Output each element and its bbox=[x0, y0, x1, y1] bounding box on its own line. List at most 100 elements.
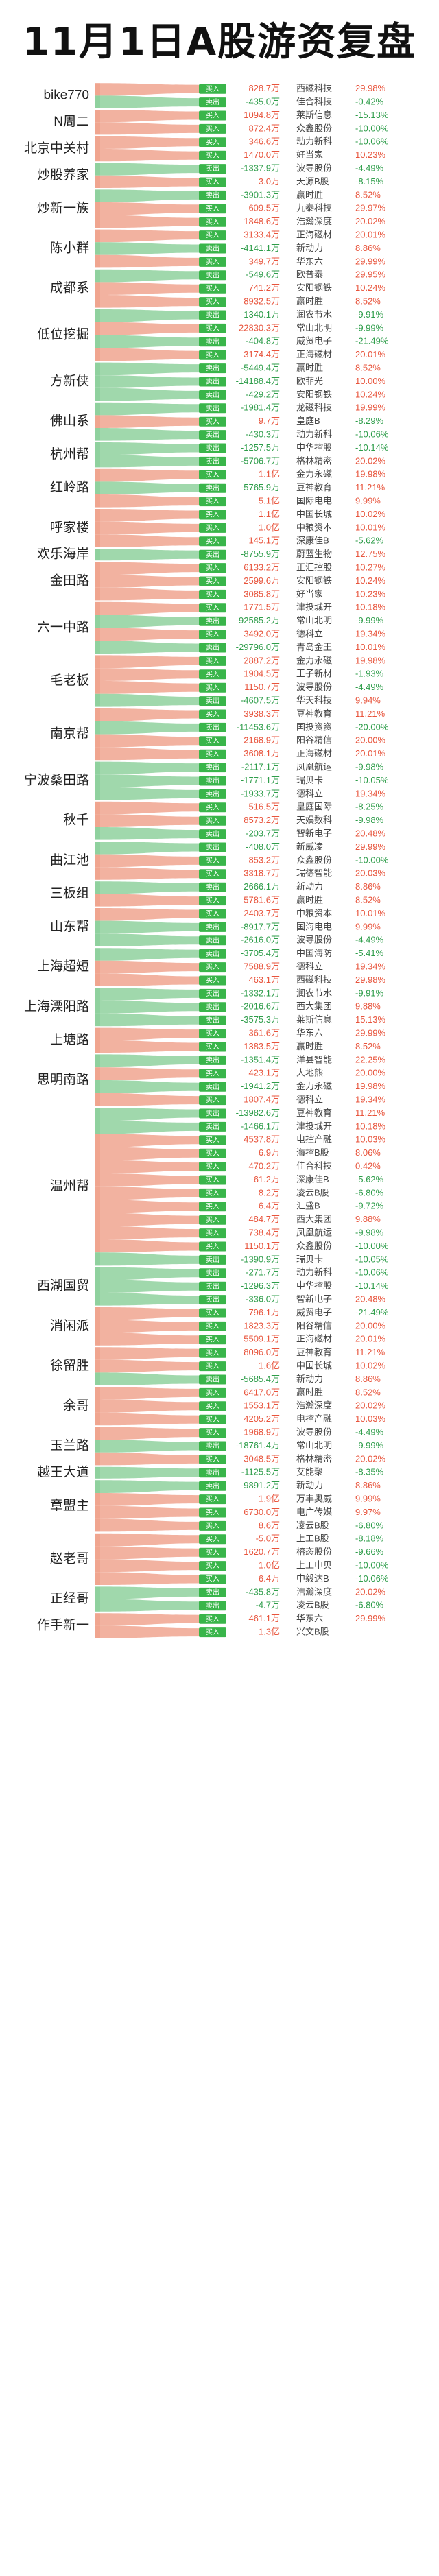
stock-change-pct: -9.99% bbox=[355, 1440, 384, 1451]
flow-link bbox=[100, 481, 199, 494]
seat-node-segment bbox=[95, 1213, 100, 1226]
seat-node-segment bbox=[95, 1001, 100, 1014]
seat-node-segment bbox=[95, 1427, 100, 1440]
flow-link bbox=[100, 1387, 199, 1400]
stock-change-pct: 8.86% bbox=[355, 881, 381, 892]
flow-tag-label: 买入 bbox=[206, 178, 220, 187]
flow-value: 3938.3万 bbox=[244, 708, 280, 719]
flow-tag-label: 买入 bbox=[206, 1495, 220, 1503]
flow-link bbox=[100, 242, 199, 255]
flow-link bbox=[100, 1586, 199, 1599]
flow-link bbox=[100, 309, 199, 322]
flow-link bbox=[100, 1226, 199, 1239]
stock-change-pct: -4.49% bbox=[355, 682, 384, 692]
flow-link bbox=[100, 1173, 199, 1187]
stock-change-pct: -5.41% bbox=[355, 948, 384, 958]
flow-tag-label: 买入 bbox=[206, 1243, 220, 1251]
flow-link bbox=[100, 1121, 199, 1134]
seat-node-segment bbox=[95, 534, 100, 547]
flow-tag bbox=[199, 1374, 226, 1385]
stock-name: 榕态股份 bbox=[296, 1547, 332, 1557]
flow-value: -5706.7万 bbox=[241, 455, 280, 466]
flow-tag-label: 买入 bbox=[206, 870, 220, 878]
flow-link bbox=[100, 908, 199, 921]
seat-label: 曲江池 bbox=[50, 852, 89, 868]
flow-link bbox=[100, 1027, 199, 1040]
flow-link bbox=[100, 229, 199, 243]
stock-change-pct: -9.99% bbox=[355, 615, 384, 625]
seat-node-segment bbox=[95, 948, 100, 961]
flow-value: -5.0万 bbox=[256, 1534, 280, 1544]
seat-node-segment bbox=[95, 269, 100, 283]
seat-label: bike770 bbox=[43, 88, 89, 102]
flow-tag-label: 买入 bbox=[206, 524, 220, 532]
flow-value: 3174.4万 bbox=[244, 349, 280, 359]
stock-change-pct: 8.06% bbox=[355, 1147, 381, 1158]
stock-name: 好当家 bbox=[296, 588, 323, 599]
stock-name: 皇庭B bbox=[296, 416, 320, 426]
stock-name: 中国长城 bbox=[296, 1361, 332, 1371]
stock-change-pct: -21.49% bbox=[355, 1307, 389, 1317]
seat-node-segment bbox=[95, 575, 100, 588]
flow-tag bbox=[199, 815, 226, 826]
seat-node-segment bbox=[95, 122, 100, 135]
seat-label: 玉兰路 bbox=[50, 1438, 89, 1453]
flow-link bbox=[100, 774, 199, 787]
flow-tag-label: 卖出 bbox=[206, 550, 220, 559]
flow-tag-label: 买入 bbox=[206, 324, 220, 333]
flow-tag bbox=[199, 257, 226, 267]
seat-node-segment bbox=[95, 867, 100, 880]
flow-link bbox=[100, 175, 199, 188]
flow-link bbox=[100, 494, 199, 508]
flow-tag-label: 买入 bbox=[206, 1229, 220, 1237]
stock-change-pct: 20.00% bbox=[355, 1068, 386, 1078]
stock-change-pct: 20.00% bbox=[355, 1320, 386, 1331]
flow-value: 1383.5万 bbox=[244, 1041, 280, 1051]
flow-tag-label: 卖出 bbox=[206, 723, 220, 732]
flow-link bbox=[100, 549, 199, 561]
flow-tag-label: 买入 bbox=[206, 896, 220, 905]
flow-link bbox=[100, 615, 199, 628]
seat-label: 佛山系 bbox=[50, 414, 89, 429]
stock-change-pct: 8.86% bbox=[355, 1480, 381, 1490]
flow-value: 1968.9万 bbox=[244, 1427, 280, 1438]
flow-tag bbox=[199, 190, 226, 200]
stock-name: 瑞德智能 bbox=[296, 868, 332, 879]
seat-node-segment bbox=[95, 615, 100, 628]
stock-name: 深康佳B bbox=[296, 536, 329, 546]
flow-link bbox=[100, 681, 199, 694]
flow-link bbox=[100, 295, 199, 308]
stock-change-pct: -21.49% bbox=[355, 336, 389, 346]
flow-value: 484.7万 bbox=[248, 1214, 280, 1224]
flow-link bbox=[100, 842, 199, 855]
seat-node-segment bbox=[95, 801, 100, 815]
flow-tag bbox=[199, 855, 226, 866]
stock-change-pct: -9.99% bbox=[355, 322, 384, 333]
seat-label: 上海溧阳路 bbox=[24, 999, 89, 1014]
stock-change-pct: -10.14% bbox=[355, 442, 389, 453]
flow-value: 1904.5万 bbox=[244, 669, 280, 679]
flow-tag-label: 卖出 bbox=[206, 789, 220, 798]
flow-value: -1337.9万 bbox=[241, 163, 280, 174]
stock-name: 正海磁材 bbox=[296, 349, 332, 359]
flow-tag bbox=[199, 882, 226, 892]
stock-change-pct: -10.14% bbox=[355, 1280, 389, 1291]
flow-tag-label: 买入 bbox=[206, 977, 220, 985]
stock-change-pct: 10.02% bbox=[355, 1361, 386, 1371]
flow-tag bbox=[199, 164, 226, 174]
flow-value: -4.7万 bbox=[256, 1600, 280, 1610]
flow-value: -3575.3万 bbox=[241, 1014, 280, 1025]
seat-label: 北京中关村 bbox=[24, 141, 89, 156]
flow-value: -408.0万 bbox=[246, 842, 280, 852]
flow-value: 9.7万 bbox=[259, 416, 280, 426]
flow-link bbox=[100, 1040, 199, 1053]
stock-name: 金力永磁 bbox=[296, 469, 332, 479]
flow-tag-label: 卖出 bbox=[206, 377, 220, 386]
flow-value: -92585.2万 bbox=[236, 615, 280, 625]
flow-link bbox=[100, 761, 199, 775]
seat-node-segment bbox=[95, 587, 100, 601]
stock-change-pct: -4.49% bbox=[355, 1427, 384, 1438]
seat-node-segment bbox=[95, 708, 100, 721]
flow-value: 1470.0万 bbox=[244, 150, 280, 160]
stock-name: 正汇控股 bbox=[296, 562, 332, 573]
